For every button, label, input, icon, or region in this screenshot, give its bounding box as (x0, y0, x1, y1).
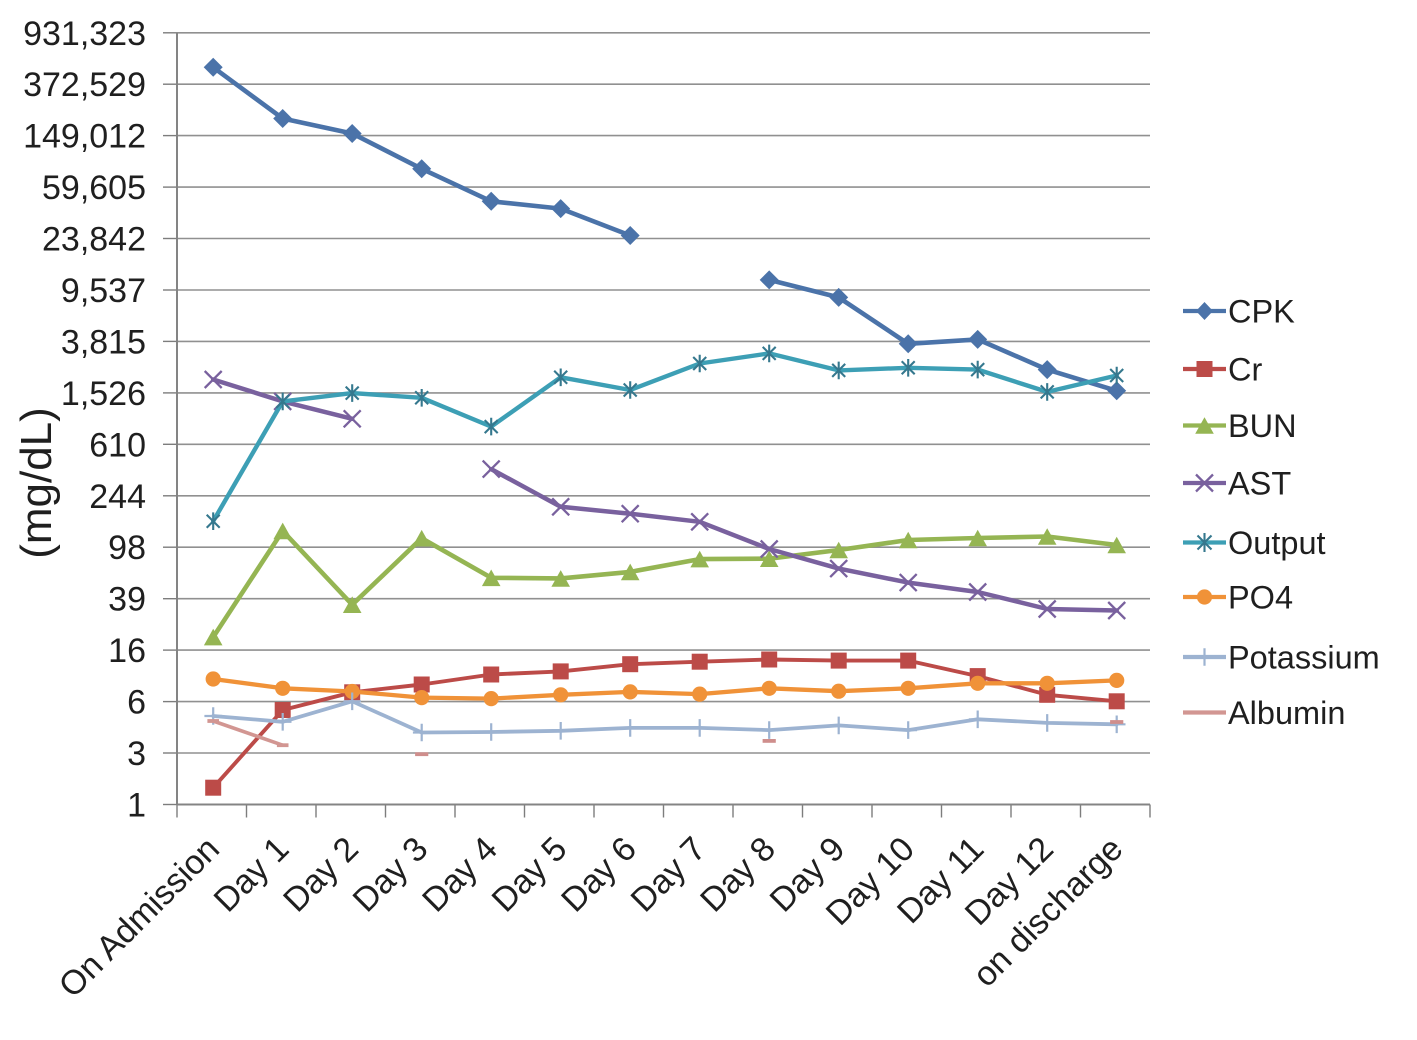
svg-text:16: 16 (108, 632, 146, 670)
svg-text:931,323: 931,323 (23, 15, 146, 53)
svg-text:3: 3 (127, 735, 146, 773)
svg-text:Albumin: Albumin (1228, 695, 1345, 731)
svg-text:(mg/dL): (mg/dL) (12, 407, 61, 559)
svg-text:Output: Output (1228, 525, 1326, 561)
svg-text:BUN: BUN (1228, 408, 1297, 444)
svg-text:6: 6 (127, 684, 146, 722)
svg-text:372,529: 372,529 (23, 66, 146, 104)
svg-text:3,815: 3,815 (61, 323, 146, 361)
svg-text:610: 610 (89, 426, 146, 464)
svg-text:23,842: 23,842 (42, 221, 146, 259)
svg-text:98: 98 (108, 529, 146, 567)
svg-text:AST: AST (1228, 466, 1291, 502)
svg-text:59,605: 59,605 (42, 169, 146, 207)
svg-text:Potassium: Potassium (1228, 640, 1380, 676)
svg-text:Cr: Cr (1228, 352, 1262, 388)
svg-text:PO4: PO4 (1228, 580, 1293, 616)
svg-text:CPK: CPK (1228, 294, 1295, 330)
svg-text:1,526: 1,526 (61, 375, 146, 413)
svg-text:244: 244 (89, 478, 146, 516)
svg-text:149,012: 149,012 (23, 118, 146, 156)
svg-text:1: 1 (127, 787, 146, 825)
svg-text:39: 39 (108, 581, 146, 619)
svg-text:9,537: 9,537 (61, 272, 146, 310)
